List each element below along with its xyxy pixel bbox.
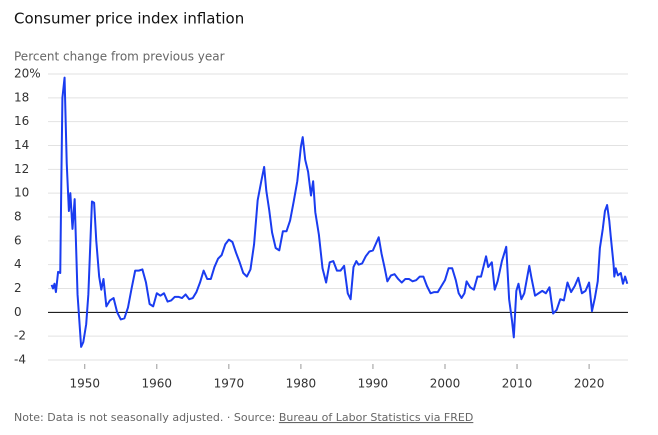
separator: · [227,411,231,424]
chart-subtitle: Percent change from previous year [14,50,225,64]
y-tick-label: 8 [14,210,22,224]
y-tick-label: 4 [14,257,22,271]
x-tick-label: 2010 [502,377,533,391]
source-label: Source: [234,411,276,424]
x-tick-label: 2000 [430,377,461,391]
y-tick-label: -4 [14,353,26,367]
x-tick-label: 1950 [69,377,100,391]
x-tick-label: 1980 [286,377,317,391]
line [50,76,629,348]
x-tick-label: 1960 [142,377,173,391]
y-tick-label: 14 [14,138,29,152]
y-tick-label: 6 [14,233,22,247]
source-link[interactable]: Bureau of Labor Statistics via FRED [279,411,473,424]
y-tick-label: 12 [14,162,29,176]
note: Note: Data is not seasonally adjusted. [14,411,223,424]
footnote: Note: Data is not seasonally adjusted. ·… [14,411,473,424]
x-tick-label: 1990 [358,377,389,391]
y-tick-label: 0 [14,305,22,319]
y-tick-label: 18 [14,90,29,104]
y-tick-label: 20% [14,67,41,81]
y-tick-label: 2 [14,281,22,295]
chart-title: Consumer price index inflation [14,10,244,28]
x-tick-label: 1970 [214,377,245,391]
y-tick-label: 10 [14,186,29,200]
x-tick-label: 2020 [574,377,605,391]
y-tick-label: -2 [14,329,26,343]
y-tick-label: 16 [14,114,29,128]
